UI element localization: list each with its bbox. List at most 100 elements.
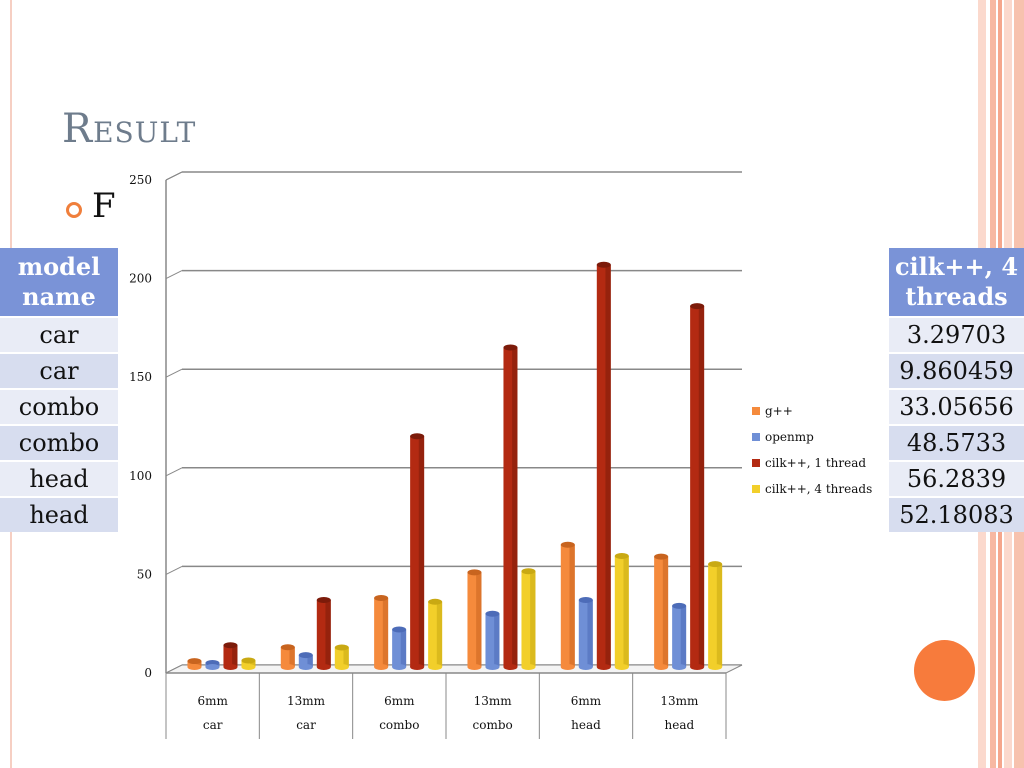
bar-top bbox=[187, 658, 202, 665]
bar bbox=[241, 660, 256, 667]
x-tick-label: 6mm bbox=[571, 694, 602, 708]
bar-base bbox=[298, 664, 313, 670]
x-tick-label: 13mm bbox=[287, 694, 326, 708]
bullet-marker bbox=[66, 202, 82, 218]
table-cell: 56.2839 bbox=[889, 460, 1024, 497]
y-tick-label: 150 bbox=[129, 370, 152, 384]
bullet-text: F bbox=[92, 186, 116, 226]
bar-top bbox=[316, 596, 331, 603]
bar-top bbox=[428, 598, 443, 605]
bar-base bbox=[708, 664, 723, 670]
bar-base bbox=[316, 664, 331, 670]
x-tick-label: 6mm bbox=[197, 694, 228, 708]
bar-top bbox=[690, 303, 705, 310]
bar-shade bbox=[494, 613, 500, 667]
bar-shade bbox=[662, 556, 669, 667]
chart-legend: g++ openmp cilk++, 1 thread cilk++, 4 th… bbox=[752, 398, 872, 502]
bar-base bbox=[578, 664, 593, 670]
bar-shade bbox=[680, 605, 687, 667]
x-group-label: head bbox=[571, 718, 601, 732]
bar-base bbox=[614, 664, 629, 670]
bar-shade bbox=[400, 629, 407, 667]
bar-shade bbox=[232, 645, 238, 667]
table-cell: 3.29703 bbox=[889, 316, 1024, 353]
legend-label: openmp bbox=[765, 430, 814, 444]
bar-top bbox=[334, 644, 349, 651]
x-group-label: combo bbox=[379, 718, 419, 732]
bar-base bbox=[392, 664, 407, 670]
bar-top bbox=[654, 553, 669, 560]
bar-base bbox=[374, 664, 389, 670]
x-group-label: car bbox=[203, 718, 223, 732]
table-cell: 9.860459 bbox=[889, 352, 1024, 389]
bar-shade bbox=[289, 647, 295, 667]
bar-shade bbox=[698, 306, 705, 667]
bar-top bbox=[614, 553, 629, 560]
legend-item-cilk1: cilk++, 1 thread bbox=[752, 450, 872, 476]
bar-shade bbox=[569, 544, 575, 667]
x-group-label: head bbox=[664, 718, 694, 732]
table-cell: 33.05656 bbox=[889, 388, 1024, 425]
bar-shade bbox=[605, 264, 611, 667]
bar-shade bbox=[382, 597, 389, 667]
x-tick-label: 13mm bbox=[660, 694, 699, 708]
y-tick-label: 100 bbox=[129, 469, 152, 483]
bar-base bbox=[560, 664, 575, 670]
bar-base bbox=[690, 664, 705, 670]
chart-area: 0 50 100 150 200 250 6mm car 13mm car 6mm combo 13mm… bbox=[118, 160, 889, 740]
bar-top bbox=[596, 261, 611, 268]
gridline-depth bbox=[165, 368, 183, 378]
bar-base bbox=[187, 664, 202, 670]
table-cell: combo bbox=[0, 388, 118, 425]
legend-swatch bbox=[752, 459, 760, 467]
table-cell: 48.5733 bbox=[889, 424, 1024, 461]
legend-item-gpp: g++ bbox=[752, 398, 872, 424]
x-tick-label: 13mm bbox=[474, 694, 513, 708]
bar-chart: 0 50 100 150 200 250 6mm car 13mm car 6mm combo 13mm… bbox=[129, 171, 743, 739]
slide-title: Result bbox=[62, 106, 197, 152]
legend-label: cilk++, 4 threads bbox=[765, 482, 873, 496]
bar-base bbox=[654, 664, 669, 670]
bar-top bbox=[298, 652, 313, 659]
bar-shade bbox=[512, 347, 518, 667]
bar-top bbox=[708, 561, 723, 568]
bar-shade bbox=[325, 599, 331, 667]
bar-top bbox=[241, 657, 256, 664]
x-group-label: combo bbox=[473, 718, 513, 732]
bar-top bbox=[672, 602, 687, 609]
bar-top bbox=[392, 626, 407, 633]
y-tick-label: 50 bbox=[137, 567, 152, 581]
table-cell: head bbox=[0, 496, 118, 532]
bar-base bbox=[205, 664, 220, 670]
bar-top bbox=[578, 596, 593, 603]
bar-base bbox=[467, 664, 482, 670]
bar-base bbox=[223, 664, 238, 670]
bar-base bbox=[428, 664, 443, 670]
gridline-depth bbox=[165, 467, 183, 477]
bar-shade bbox=[623, 556, 629, 667]
bar-shade bbox=[418, 436, 425, 667]
bar-shade bbox=[307, 655, 313, 667]
bar-top bbox=[410, 433, 425, 440]
bar-top bbox=[560, 541, 575, 548]
bar-base bbox=[521, 664, 536, 670]
bar-base bbox=[410, 664, 425, 670]
bar-shade bbox=[343, 647, 349, 667]
table-cilk4: cilk++, 4 threads 3.29703 9.860459 33.05… bbox=[889, 248, 1024, 532]
legend-label: cilk++, 1 thread bbox=[765, 456, 867, 470]
bar-top bbox=[485, 610, 500, 617]
bar-base bbox=[334, 664, 349, 670]
table-cell: 52.18083 bbox=[889, 496, 1024, 532]
bar-base bbox=[503, 664, 518, 670]
bar-top bbox=[503, 344, 518, 351]
y-axis-top bbox=[165, 171, 183, 181]
gridline-depth bbox=[165, 270, 183, 280]
table-cell: car bbox=[0, 316, 118, 353]
legend-item-openmp: openmp bbox=[752, 424, 872, 450]
decor-circle bbox=[914, 640, 975, 701]
bar-top bbox=[374, 594, 389, 601]
gridline-depth bbox=[165, 565, 183, 575]
bar-shade bbox=[196, 661, 202, 667]
x-tick-label: 6mm bbox=[384, 694, 415, 708]
table-header-model-name: model name bbox=[0, 248, 118, 317]
